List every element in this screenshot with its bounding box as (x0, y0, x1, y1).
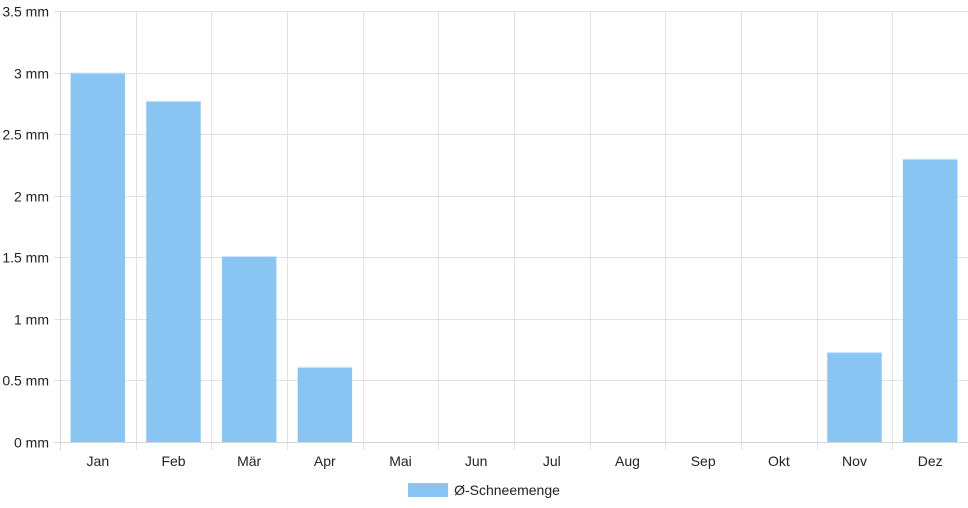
legend: Ø-Schneemenge (0, 479, 968, 501)
y-tick-label: 2 mm (14, 189, 49, 205)
x-tick-label: Nov (842, 453, 867, 469)
legend-swatch (408, 483, 449, 497)
x-tick-label: Okt (768, 453, 790, 469)
chart-canvas: 0 mm 0.5 mm 1 mm 1.5 mm 2 mm 2.5 mm 3 mm 3.5 mm… (2, 4, 968, 469)
x-tick-label: Feb (161, 453, 185, 469)
axes: 0 mm 0.5 mm 1 mm 1.5 mm 2 mm 2.5 mm 3 mm 3.5 mm… (2, 4, 968, 469)
bars (70, 72, 958, 443)
x-tick-label: Aug (615, 453, 640, 469)
x-tick-label: Mai (389, 453, 412, 469)
x-tick-label: Jan (87, 453, 110, 469)
x-tick-label: Dez (918, 453, 943, 469)
x-tick-label: Jul (543, 453, 561, 469)
x-tick-label: Sep (691, 453, 716, 469)
bar-feb (146, 100, 201, 442)
y-tick-label: 2.5 mm (2, 127, 49, 143)
y-tick-label: 0 mm (14, 435, 49, 451)
y-tick-label: 0.5 mm (2, 373, 49, 389)
bar-mär (221, 256, 277, 442)
legend-label: Ø-Schneemenge (454, 482, 560, 498)
bar-apr (297, 366, 353, 442)
bar-dez (902, 158, 958, 442)
bar-nov (827, 352, 882, 442)
grid-lines (54, 11, 968, 450)
x-tick-label: Apr (314, 453, 336, 469)
x-tick-label: Jun (465, 453, 488, 469)
y-tick-label: 3.5 mm (2, 4, 49, 20)
y-tick-label: 1 mm (14, 312, 49, 328)
y-tick-label: 1.5 mm (2, 250, 49, 266)
legend-item[interactable]: Ø-Schneemenge (408, 482, 560, 498)
y-tick-label: 3 mm (14, 66, 49, 82)
bar-jan (70, 72, 126, 443)
x-tick-label: Mär (237, 453, 261, 469)
